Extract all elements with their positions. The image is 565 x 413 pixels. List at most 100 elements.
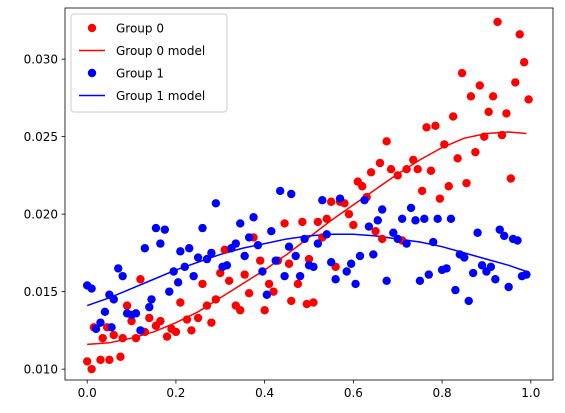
group-0-point-77	[435, 194, 445, 203]
group-0-point-82	[457, 68, 467, 78]
group-1-point-12	[131, 309, 141, 318]
group-1-point-44	[271, 256, 280, 265]
group-1-point-20	[165, 287, 174, 296]
group-1-point-56	[322, 230, 331, 239]
group-0-point-28	[211, 295, 221, 304]
group-0-point-23	[187, 326, 196, 335]
y-tick-label-1: 0.015	[24, 285, 58, 299]
x-tick-label-2: 0.4	[255, 386, 274, 400]
group-1-point-37	[240, 251, 249, 261]
group-1-point-45	[275, 186, 285, 196]
group-1-point-72	[397, 214, 407, 223]
group-1-point-35	[231, 239, 240, 248]
group-1-point-86	[460, 253, 469, 262]
group-1-point-80	[433, 214, 442, 223]
group-1-point-27	[193, 253, 203, 262]
group-1-point-17	[151, 223, 161, 233]
group-0-point-33	[236, 306, 245, 315]
group-0-point-6	[105, 355, 114, 365]
group-1-point-1	[87, 284, 96, 293]
group-1-point-100	[522, 270, 531, 279]
group-1-point-73	[402, 239, 411, 248]
y-tick-label-0: 0.010	[24, 362, 58, 376]
group-1-point-76	[415, 276, 425, 285]
group-1-point-9	[118, 271, 127, 281]
group-1-point-69	[382, 276, 391, 285]
group-1-point-84	[451, 285, 460, 295]
group-0-point-89	[488, 92, 498, 101]
group-0-point-47	[302, 299, 311, 309]
plot-area	[82, 17, 533, 374]
group-0-point-80	[448, 112, 458, 121]
y-tick-label-3: 0.025	[24, 130, 58, 144]
group-0-point-75	[426, 166, 436, 175]
group-0-point-21	[176, 298, 185, 307]
group-0-point-45	[293, 279, 303, 289]
group-0-point-58	[349, 220, 358, 230]
group-0-point-4	[98, 333, 107, 343]
group-0-point-25	[198, 279, 207, 289]
group-0-point-50	[313, 217, 323, 227]
group-0-point-10	[122, 301, 132, 310]
group-0-point-91	[497, 130, 507, 140]
group-1-point-29	[202, 254, 212, 264]
group-0-point-86	[475, 81, 484, 90]
group-0-point-78	[440, 140, 449, 149]
group-1-point-79	[429, 237, 438, 247]
group-1-point-55	[318, 196, 327, 205]
group-1-point-49	[291, 251, 300, 261]
x-tick-label-3: 0.6	[344, 386, 363, 400]
group-1-point-51	[300, 234, 309, 244]
group-0-point-60	[358, 182, 367, 191]
group-1-point-31	[211, 199, 221, 208]
group-1-point-25	[185, 244, 194, 253]
group-1-point-82	[442, 264, 451, 273]
group-1-point-89	[473, 228, 482, 237]
group-1-point-57	[326, 258, 336, 267]
group-1-point-98	[513, 236, 522, 245]
group-0-model-line	[87, 131, 527, 346]
group-1-point-77	[420, 214, 429, 223]
group-0-point-52	[322, 214, 331, 223]
group-0-point-3	[96, 355, 105, 365]
group-0-point-1	[87, 364, 96, 374]
y-tick-label-4: 0.030	[24, 52, 58, 66]
group-1-point-88	[468, 268, 478, 278]
axes-frame	[64, 7, 554, 381]
group-1-point-90	[477, 261, 487, 270]
group-1-point-2	[91, 324, 101, 334]
x-tick-label-1: 0.2	[166, 386, 185, 400]
group-0-point-53	[326, 197, 336, 206]
group-1-point-26	[189, 271, 198, 281]
group-1-point-15	[145, 302, 154, 312]
group-0-point-49	[309, 298, 318, 307]
group-0-point-62	[366, 168, 376, 177]
group-0-point-65	[378, 234, 387, 244]
group-1-point-3	[96, 318, 105, 327]
y-tick-label-2: 0.020	[24, 207, 58, 221]
legend-marker-group-0	[87, 23, 97, 33]
group-1-point-65	[364, 222, 374, 231]
group-1-point-21	[169, 267, 178, 276]
group-1-point-4	[100, 307, 110, 316]
group-0-point-43	[284, 259, 294, 268]
group-1-point-42	[262, 290, 272, 299]
group-0-point-8	[116, 352, 125, 361]
group-1-point-53	[309, 262, 318, 272]
group-0-point-22	[182, 315, 192, 324]
group-0-point-40	[269, 287, 278, 296]
group-1-point-64	[360, 196, 369, 205]
group-1-point-60	[342, 267, 351, 276]
group-0-point-95	[515, 30, 524, 39]
group-0-point-37	[256, 256, 265, 265]
group-0-point-18	[162, 332, 172, 341]
group-0-point-90	[493, 17, 502, 27]
group-1-point-54	[313, 239, 323, 248]
legend-box	[70, 13, 228, 113]
group-0-point-24	[193, 313, 203, 323]
group-0-point-27	[207, 318, 216, 327]
group-1-point-96	[504, 282, 513, 292]
group-0-point-39	[264, 279, 274, 289]
group-0-point-42	[280, 219, 289, 228]
group-1-point-14	[140, 244, 150, 253]
